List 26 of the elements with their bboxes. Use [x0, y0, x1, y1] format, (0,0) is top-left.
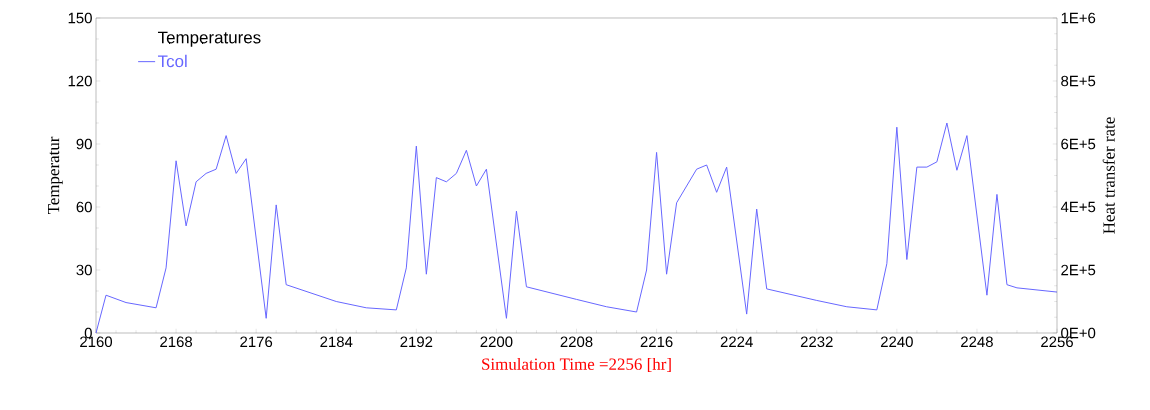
- x-tick-label: 2168: [160, 336, 193, 348]
- y-axis-title: Temperatur: [48, 136, 63, 215]
- x-axis-title: Simulation Time =2256 [hr]: [482, 357, 671, 372]
- legend-label: Tcol: [157, 54, 187, 68]
- y2-tick-label: 6E+5: [1061, 138, 1096, 150]
- y-tick-label: 90: [76, 138, 92, 150]
- y2-tick-label: 1E+6: [1061, 12, 1096, 24]
- y-tick-label: 60: [76, 201, 92, 213]
- x-tick-label: 2248: [961, 336, 993, 348]
- x-tick-label: 2176: [240, 336, 273, 348]
- y2-axis-title: Heat transfer rate: [1102, 117, 1115, 234]
- x-tick-label: 2208: [560, 336, 593, 348]
- y-tick-label: 30: [76, 264, 92, 276]
- y2-tick-label: 8E+5: [1061, 75, 1096, 87]
- y2-tick-label: 2E+5: [1061, 264, 1096, 276]
- x-tick-label: 2224: [720, 336, 753, 347]
- x-tick-label: 2232: [800, 336, 833, 348]
- y-tick-label: 120: [68, 75, 92, 87]
- y-tick-label: 150: [68, 12, 92, 24]
- x-tick-label: 2200: [480, 336, 513, 348]
- y2-tick-label: 4E+5: [1060, 201, 1096, 213]
- x-tick-label: 2184: [320, 336, 353, 348]
- legend-title: Temperatures: [157, 31, 261, 47]
- x-tick-label: 2216: [640, 336, 673, 348]
- x-tick-label: 2240: [880, 336, 913, 348]
- x-tick-label: 2192: [400, 336, 433, 348]
